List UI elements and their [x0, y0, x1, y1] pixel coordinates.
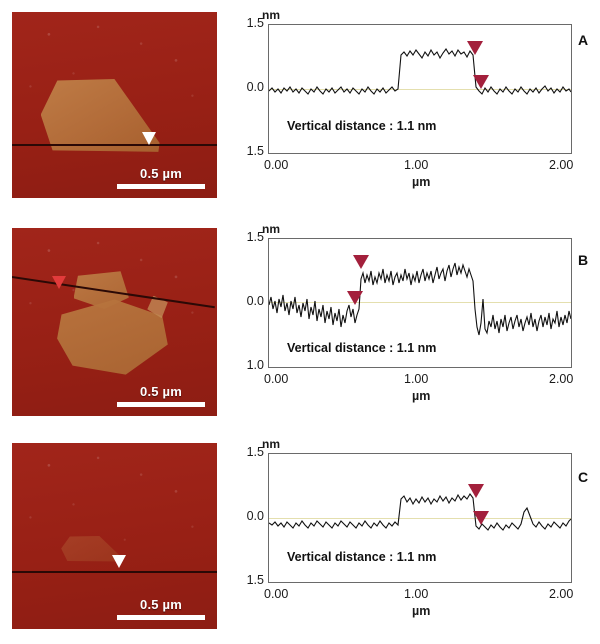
plot-frame-b: Vertical distance : 1.1 nm — [268, 238, 572, 368]
x-tick: 2.00 — [549, 587, 574, 601]
panel-letter-c: C — [578, 469, 589, 485]
zero-reference-line — [269, 518, 571, 519]
profile-plot-c: nm 1.5 0.0 1.5 Vertical distance : 1.1 n… — [232, 437, 592, 642]
scale-bar-label: 0.5 µm — [140, 597, 182, 612]
x-axis-unit-c: µm — [412, 604, 431, 618]
x-tick: 2.00 — [549, 372, 574, 386]
profile-marker-upper-a — [467, 41, 483, 55]
profile-marker-lower-c — [473, 511, 489, 525]
height-profile-trace-a — [269, 25, 571, 153]
panel-letter-b: B — [578, 252, 589, 268]
zero-reference-line — [269, 302, 571, 303]
vertical-distance-label-a: Vertical distance : 1.1 nm — [287, 119, 437, 133]
y-tick: 0.0 — [246, 294, 264, 308]
y-axis-unit-c: nm — [262, 437, 280, 451]
profile-marker-upper-c — [468, 484, 484, 498]
height-profile-trace-b — [269, 239, 571, 367]
x-tick: 1.00 — [404, 372, 429, 386]
plot-frame-a: Vertical distance : 1.1 nm — [268, 24, 572, 154]
scale-bar-line — [117, 402, 205, 407]
scale-bar-a: 0.5 µm — [117, 166, 205, 189]
y-tick: 1.5 — [246, 16, 264, 30]
scale-bar-line — [117, 184, 205, 189]
afm-marker-a — [142, 132, 156, 145]
x-tick: 0.00 — [264, 587, 289, 601]
zero-reference-line — [269, 89, 571, 90]
profile-plot-a: nm 1.5 0.0 1.5 Vertical distance : 1.1 n… — [232, 8, 592, 208]
vertical-distance-label-b: Vertical distance : 1.1 nm — [287, 341, 437, 355]
profile-plot-b: nm 1.5 0.0 1.0 Vertical distance : 1.1 n… — [232, 222, 592, 427]
y-axis-ticks-a: 1.5 0.0 1.5 — [232, 16, 264, 158]
y-tick: 1.0 — [246, 358, 264, 372]
profile-marker-upper-b — [353, 255, 369, 269]
profile-marker-lower-b — [347, 291, 363, 305]
y-axis-ticks-b: 1.5 0.0 1.0 — [232, 230, 264, 372]
panel-c: 0.5 µm nm 1.5 0.0 1.5 Vertical d — [0, 437, 600, 642]
vertical-distance-label-c: Vertical distance : 1.1 nm — [287, 550, 437, 564]
x-tick: 2.00 — [549, 158, 574, 172]
profile-marker-lower-a — [473, 75, 489, 89]
afm-marker-b — [52, 276, 66, 289]
scale-bar-line — [117, 615, 205, 620]
y-tick: 1.5 — [246, 144, 264, 158]
afm-marker-c — [112, 555, 126, 568]
y-axis-unit-a: nm — [262, 8, 280, 22]
scan-line — [12, 144, 217, 146]
scale-bar-label: 0.5 µm — [140, 384, 182, 399]
panel-b: 0.5 µm nm 1.5 0.0 1.0 Vertical d — [0, 222, 600, 427]
y-tick: 0.0 — [246, 509, 264, 523]
x-axis-unit-b: µm — [412, 389, 431, 403]
x-tick: 0.00 — [264, 372, 289, 386]
x-tick: 1.00 — [404, 158, 429, 172]
afm-image-b: 0.5 µm — [12, 228, 217, 416]
panel-letter-a: A — [578, 32, 589, 48]
scale-bar-label: 0.5 µm — [140, 166, 182, 181]
scale-bar-b: 0.5 µm — [117, 384, 205, 407]
panel-a: 0.5 µm nm 1.5 0.0 1.5 Vertical d — [0, 8, 600, 208]
x-tick: 1.00 — [404, 587, 429, 601]
y-tick: 1.5 — [246, 573, 264, 587]
y-tick: 1.5 — [246, 230, 264, 244]
x-tick: 0.00 — [264, 158, 289, 172]
plot-frame-c: Vertical distance : 1.1 nm — [268, 453, 572, 583]
height-profile-trace-c — [269, 454, 571, 582]
y-tick: 1.5 — [246, 445, 264, 459]
y-tick: 0.0 — [246, 80, 264, 94]
afm-image-c: 0.5 µm — [12, 443, 217, 629]
y-axis-unit-b: nm — [262, 222, 280, 236]
x-axis-unit-a: µm — [412, 175, 431, 189]
scale-bar-c: 0.5 µm — [117, 597, 205, 620]
afm-image-a: 0.5 µm — [12, 12, 217, 198]
y-axis-ticks-c: 1.5 0.0 1.5 — [232, 445, 264, 587]
scan-line — [12, 571, 217, 573]
